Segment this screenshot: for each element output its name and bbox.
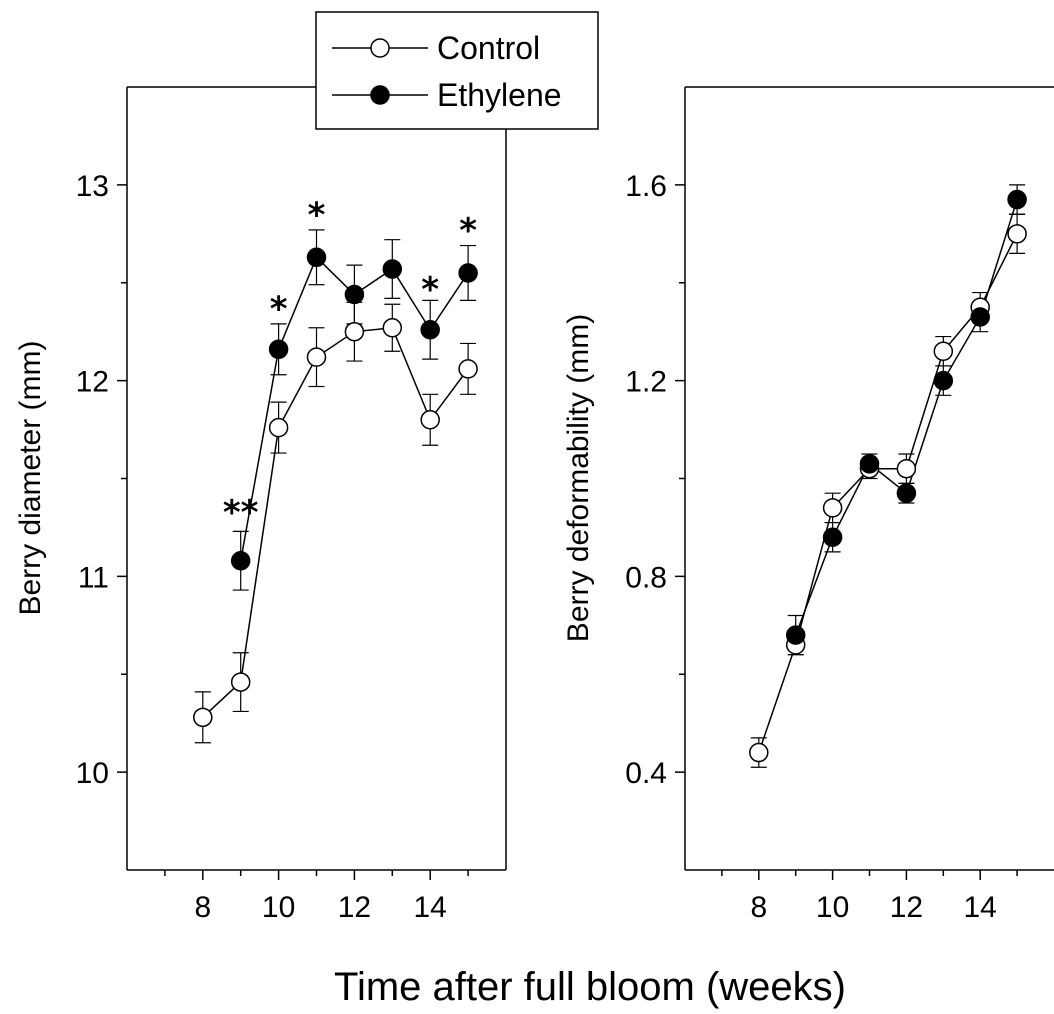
diameter-point-ethylene (458, 263, 478, 283)
diameter-significance-marker: * (421, 270, 439, 310)
deformability-series-line-ethylene (794, 199, 1018, 636)
diameter-point-control (344, 321, 365, 342)
legend-label-ethylene: Ethylene (437, 77, 562, 113)
deformability-y-tick-label: 0.4 (625, 757, 667, 790)
diameter-y-tick-label: 11 (78, 561, 109, 594)
deformability-point-control (896, 458, 917, 479)
diameter-point-control (382, 318, 403, 338)
deformability-point-ethylene (1007, 189, 1027, 210)
diameter-x-tick-label: 14 (414, 891, 447, 924)
diameter-x-tick-label: 10 (262, 891, 295, 924)
diameter-series-line-control (202, 326, 469, 718)
diameter-significance-marker: * (308, 195, 326, 235)
diameter-significance-marker: * (270, 289, 288, 329)
deformability-y-tick-label: 1.2 (625, 366, 667, 399)
diameter-point-ethylene (268, 339, 289, 360)
diameter-point-control (420, 410, 440, 430)
deformability-point-ethylene (970, 307, 990, 327)
diameter-point-ethylene (306, 247, 327, 268)
right-panel-deformability: 8 10 12 14 0.4 0.8 1.2 1.6 Berry deformability (… (562, 86, 1054, 924)
deformability-point-control (822, 498, 843, 518)
diameter-point-control (193, 707, 213, 728)
diameter-x-tick-label: 12 (338, 891, 371, 924)
diameter-point-ethylene (344, 284, 365, 305)
deformability-point-control (749, 742, 769, 763)
deformability-point-ethylene (933, 370, 954, 391)
deformability-x-tick-label: 8 (750, 891, 767, 924)
deformability-y-axis-title: Berry deformability (mm) (562, 314, 595, 642)
diameter-point-ethylene (230, 550, 251, 571)
diameter-point-control (230, 672, 251, 692)
deformability-point-ethylene (859, 454, 880, 474)
diameter-significance-marker: ** (223, 493, 259, 533)
legend-label-control: Control (437, 30, 540, 66)
diameter-point-control (268, 417, 289, 438)
deformability-point-ethylene (785, 625, 806, 645)
deformability-x-tick-label: 12 (890, 891, 923, 924)
diameter-x-tick-label: 8 (194, 891, 211, 924)
diameter-y-tick-label: 12 (76, 366, 109, 399)
diameter-significance-marker: * (459, 211, 477, 251)
diameter-y-tick-label: 10 (76, 757, 109, 790)
diameter-point-ethylene (382, 259, 403, 279)
deformability-point-control (933, 341, 954, 362)
deformability-x-tick-label: 14 (964, 891, 997, 924)
diameter-y-tick-label: 13 (76, 170, 109, 203)
diameter-y-axis-title: Berry diameter (mm) (14, 340, 47, 615)
legend-marker-ethylene (370, 85, 390, 105)
deformability-y-tick-label: 1.6 (625, 170, 667, 203)
deformability-point-ethylene (822, 527, 843, 547)
deformability-x-tick-label: 10 (816, 891, 849, 924)
diameter-point-control (458, 359, 478, 379)
legend: Control Ethylene (315, 11, 599, 130)
deformability-point-control (1007, 224, 1027, 244)
diameter-point-ethylene (420, 319, 440, 340)
deformability-y-tick-label: 0.8 (625, 561, 667, 594)
legend-box (315, 11, 599, 130)
deformability-point-ethylene (896, 483, 917, 503)
x-axis-title: Time after full bloom (weeks) (334, 965, 846, 1009)
diameter-point-control (306, 347, 327, 367)
legend-marker-control (370, 38, 390, 58)
